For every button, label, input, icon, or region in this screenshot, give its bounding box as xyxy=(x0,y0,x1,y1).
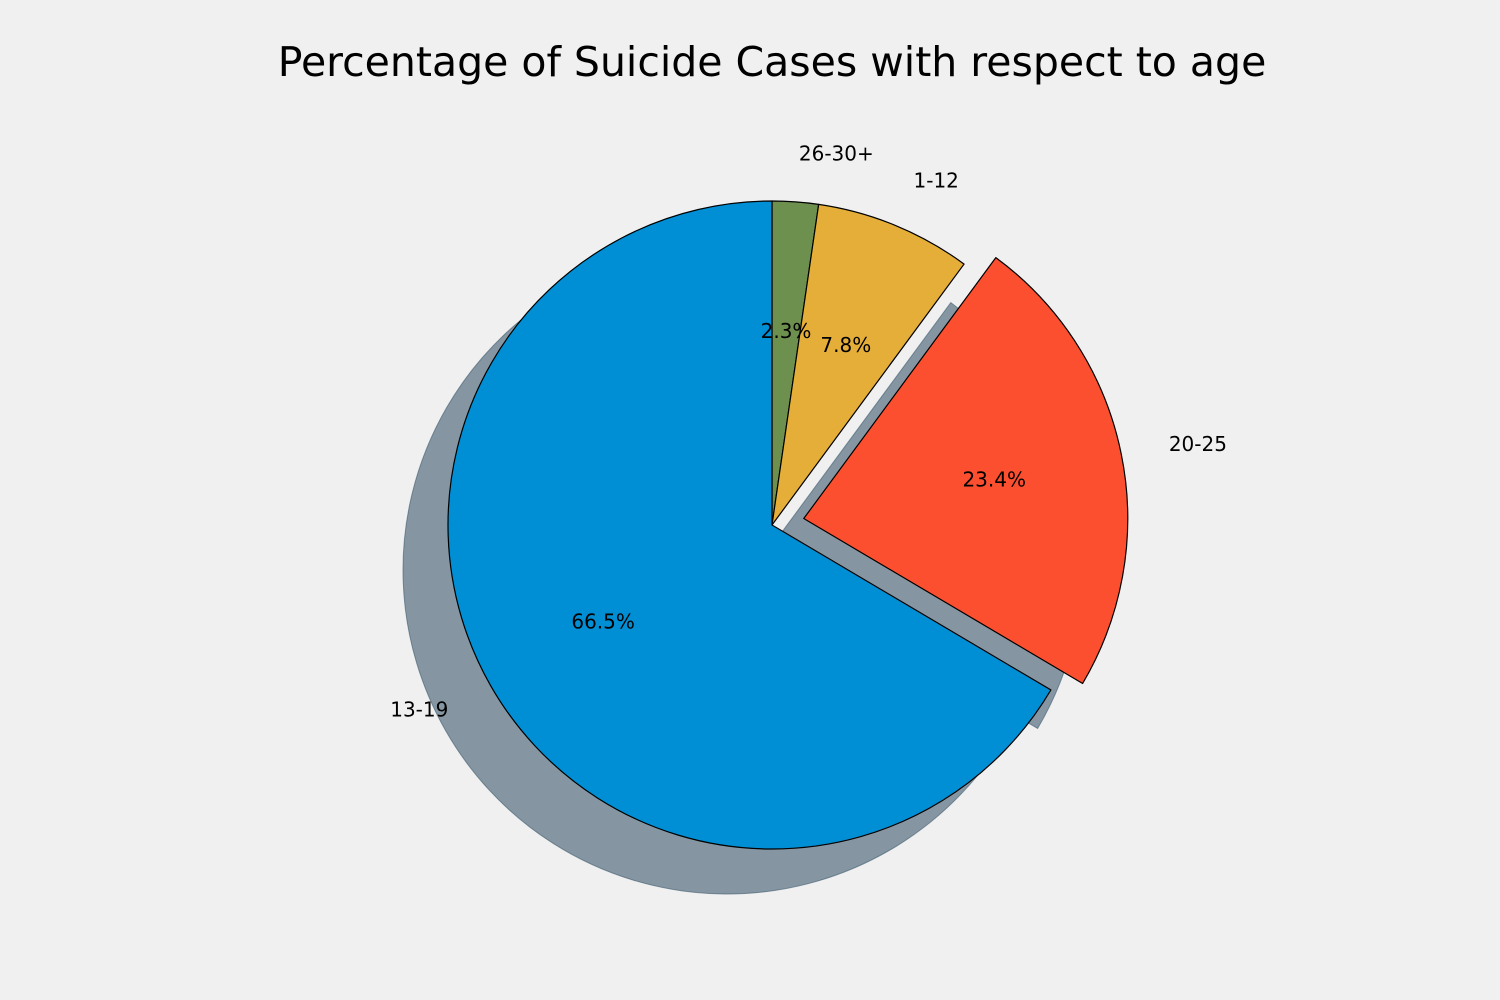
pie-slice-1-12 xyxy=(771,203,965,526)
slice-pct-label-13-19: 66.5% xyxy=(571,609,635,633)
slice-pct-label-1-12: 7.8% xyxy=(820,333,871,357)
pie-label-layer: 26-30+ 2.3% 1-12 7.8% 20-25 23.4% 13-19 66.5% xyxy=(390,141,1227,721)
slice-pct-label-20-25: 23.4% xyxy=(962,468,1026,492)
slice-label-1-12: 1-12 xyxy=(914,168,959,192)
chart-title: Percentage of Suicide Cases with respect… xyxy=(277,38,1267,86)
slice-label-20-25: 20-25 xyxy=(1169,432,1227,456)
pie-slice-layer xyxy=(447,200,1129,850)
slice-label-26-30: 26-30+ xyxy=(799,141,874,165)
slice-label-13-19: 13-19 xyxy=(390,698,448,722)
slice-pct-label-26-30: 2.3% xyxy=(761,319,812,343)
pie-slice-13-19 xyxy=(447,200,1052,850)
pie-slice-20-25 xyxy=(803,257,1129,685)
